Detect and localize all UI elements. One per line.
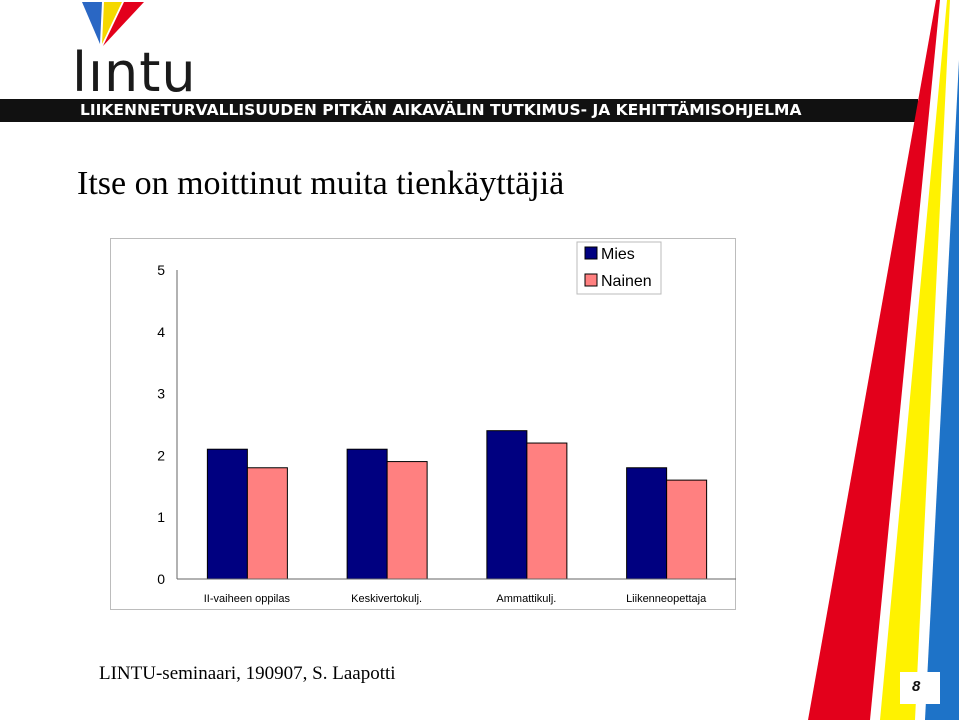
x-tick-label: Liikenneopettaja — [626, 593, 707, 605]
bar-mies-0 — [206, 448, 248, 580]
bar-mies-2 — [486, 430, 528, 580]
logo-red-triangle — [103, 2, 144, 46]
bar-nainen-3 — [666, 479, 708, 580]
y-tick-label: 0 — [157, 571, 165, 587]
x-tick-label: Ammattikulj. — [496, 593, 556, 605]
y-tick-label: 4 — [157, 324, 165, 340]
legend-swatch-mies — [584, 246, 598, 260]
y-tick-label: 3 — [157, 386, 165, 402]
decorative-stripes — [808, 0, 959, 720]
bar-mies-1 — [346, 448, 388, 580]
y-tick-label: 1 — [157, 509, 165, 525]
chart-legend: Mies Nainen — [576, 241, 662, 295]
slide-footer: LINTU-seminaari, 190907, S. Laapotti — [99, 663, 396, 684]
x-tick-label: II-vaiheen oppilas — [204, 593, 291, 605]
bar-nainen-2 — [526, 442, 568, 580]
page-number-box — [900, 672, 940, 704]
bar-nainen-0 — [246, 467, 288, 580]
header-banner-text: LIIKENNETURVALLISUUDEN PITKÄN AIKAVÄLIN … — [80, 101, 802, 119]
bar-chart: 0 1 2 3 4 5 II-vaiheen oppilas Keskivertokulj.… — [157, 241, 736, 605]
logo-wordmark: lıntu — [72, 41, 197, 104]
legend-label-mies: Mies — [601, 246, 635, 263]
header-banner — [0, 99, 918, 122]
legend-label-nainen: Nainen — [601, 273, 652, 290]
logo-blue-triangle — [82, 2, 102, 44]
bar-nainen-1 — [386, 461, 428, 580]
stripe-blue — [925, 60, 959, 720]
stripe-red — [808, 0, 940, 720]
bar-mies-3 — [626, 467, 668, 580]
x-tick-label: Keskivertokulj. — [351, 593, 422, 605]
page-number: 8 — [912, 678, 921, 695]
slide-title: Itse on moittinut muita tienkäyttäjiä — [77, 165, 565, 202]
legend-swatch-nainen — [584, 273, 598, 287]
stripe-yellow — [880, 0, 950, 720]
logo-mark — [82, 2, 144, 46]
logo-yellow-triangle — [102, 2, 122, 44]
y-tick-label: 5 — [157, 262, 165, 278]
y-tick-label: 2 — [157, 447, 165, 463]
